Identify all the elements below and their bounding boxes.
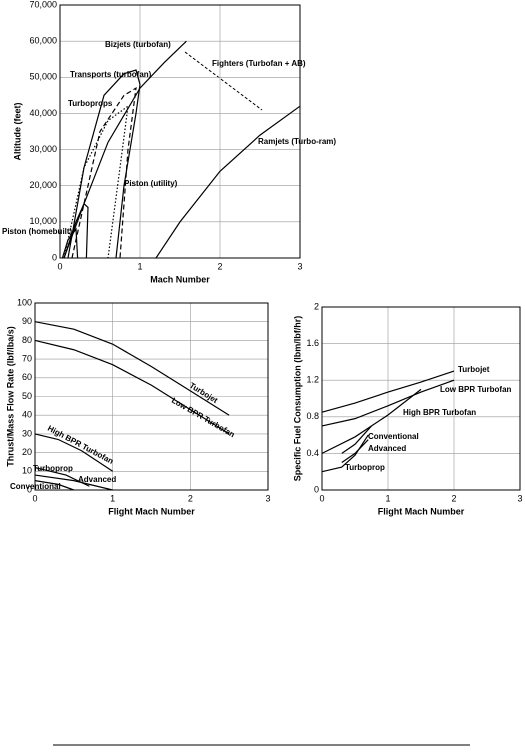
series-label: Ramjets (Turbo-ram) (258, 137, 336, 146)
x-tick-label: 3 (297, 261, 302, 271)
y-tick-label: 20 (22, 447, 32, 457)
y-tick-label: 1.2 (306, 375, 319, 385)
x-tick-label: 1 (137, 261, 142, 271)
series-line (34, 433, 113, 472)
series-label: High BPR Turbofan (403, 408, 476, 417)
y-tick-label: 90 (22, 316, 32, 326)
series-label: Advanced (78, 475, 116, 484)
x-axis-label: Mach Number (150, 274, 210, 284)
series-line (34, 480, 75, 491)
series-line (155, 105, 301, 259)
y-tick-label: 70,000 (29, 0, 57, 9)
y-tick-label: 40,000 (29, 108, 57, 118)
series-label: High BPR Turbofan (46, 424, 115, 466)
x-tick-label: 0 (32, 493, 37, 503)
series-label: Low BPR Turbofan (170, 396, 236, 440)
series-line (63, 40, 187, 259)
y-tick-label: 0.4 (306, 448, 319, 458)
x-tick-label: 3 (517, 493, 522, 503)
y-tick-label: 80 (22, 335, 32, 345)
series-line (61, 227, 79, 259)
y-tick-label: 30,000 (29, 144, 57, 154)
x-tick-label: 0 (57, 261, 62, 271)
series-label: Bizjets (turbofan) (105, 40, 171, 49)
y-tick-label: 40 (22, 410, 32, 420)
series-label: Turboprops (68, 99, 113, 108)
series-line (341, 425, 372, 454)
series-label: Turbojet (188, 381, 220, 405)
series-label: Conventional (368, 432, 419, 441)
y-tick-label: 0 (52, 252, 57, 262)
x-tick-label: 3 (265, 493, 270, 503)
y-axis-label: Thrust/Mass Flow Rate (lbf/lba/s) (5, 326, 15, 467)
x-tick-label: 2 (188, 493, 193, 503)
y-tick-label: 0 (27, 484, 32, 494)
series-line (34, 321, 230, 416)
y-tick-label: 20,000 (29, 180, 57, 190)
y-axis-label: Specific Fuel Consumption (lbm/lbf/hr) (292, 316, 302, 482)
series-line (321, 379, 455, 427)
y-axis-label: Altitude (feet) (12, 103, 22, 161)
y-tick-label: 100 (17, 297, 32, 307)
y-tick-label: 70 (22, 353, 32, 363)
series-label: Low BPR Turbofan (440, 385, 512, 394)
x-tick-label: 0 (319, 493, 324, 503)
y-tick-label: 60 (22, 372, 32, 382)
series-line (67, 69, 141, 259)
fighters-arrow (184, 51, 263, 111)
y-tick-label: 10,000 (29, 216, 57, 226)
x-tick-label: 1 (110, 493, 115, 503)
series-line (341, 439, 369, 464)
y-tick-label: 60,000 (29, 36, 57, 46)
series-label: Conventional (10, 482, 61, 491)
plot-frame (59, 4, 301, 259)
series-line (321, 370, 455, 413)
series-label: Fighters (Turbofan + AB) (212, 59, 306, 68)
plot-frame (34, 302, 269, 491)
y-tick-label: 1.6 (306, 338, 319, 348)
x-tick-label: 2 (217, 261, 222, 271)
y-tick-label: 50,000 (29, 72, 57, 82)
series-label: Piston (utility) (124, 179, 178, 188)
series-label: Turbojet (458, 365, 490, 374)
series-line (34, 339, 230, 435)
series-label: Turboprop (345, 463, 385, 472)
series-line (63, 104, 129, 259)
y-tick-label: 2 (314, 301, 319, 311)
series-label: Piston (homebuilt) (2, 227, 73, 236)
series-line (321, 434, 369, 473)
x-tick-label: 2 (451, 493, 456, 503)
y-tick-label: 50 (22, 391, 32, 401)
y-tick-label: 0 (314, 484, 319, 494)
y-tick-label: 0.8 (306, 411, 319, 421)
x-axis-label: Flight Mach Number (378, 506, 465, 516)
y-tick-label: 30 (22, 428, 32, 438)
series-label: Advanced (368, 444, 406, 453)
x-tick-label: 1 (385, 493, 390, 503)
series-line (71, 86, 137, 259)
x-axis-label: Flight Mach Number (108, 506, 195, 516)
series-label: Transports (turbofan) (70, 70, 152, 79)
series-line (34, 474, 113, 491)
series-label: Turboprop (33, 464, 73, 473)
y-tick-label: 10 (22, 466, 32, 476)
plot-frame (321, 306, 521, 491)
